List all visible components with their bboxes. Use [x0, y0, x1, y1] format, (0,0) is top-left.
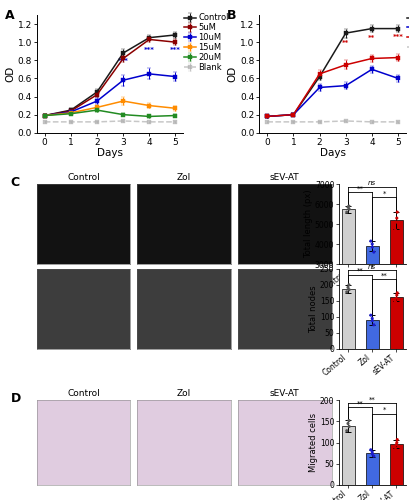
Text: B: B — [227, 9, 236, 22]
Bar — [365, 453, 378, 485]
Point — [368, 450, 375, 458]
Point — [345, 422, 352, 430]
Point — [391, 298, 398, 306]
Text: sEV-AT: sEV-AT — [269, 388, 299, 398]
Bar — [389, 444, 402, 485]
Point — [366, 237, 373, 245]
Point — [345, 286, 352, 294]
Text: C: C — [11, 176, 20, 189]
Point — [366, 311, 373, 319]
Point — [370, 321, 376, 329]
Point — [368, 240, 375, 248]
Text: **: ** — [356, 186, 363, 192]
Y-axis label: Migrated cells: Migrated cells — [309, 413, 318, 472]
Text: Control: Control — [67, 388, 100, 398]
Point — [345, 205, 352, 213]
X-axis label: Days: Days — [319, 148, 345, 158]
Point — [393, 438, 399, 446]
Point — [368, 316, 375, 324]
Bar — [341, 426, 354, 485]
Point — [343, 426, 349, 434]
Text: **: ** — [367, 35, 375, 41]
Point — [393, 291, 399, 299]
Legend: Control, Zol, sEV-AT, Blank: Control, Zol, sEV-AT, Blank — [405, 12, 409, 53]
Text: ns: ns — [367, 264, 375, 270]
Point — [393, 289, 400, 297]
Text: ns: ns — [367, 180, 375, 186]
Point — [344, 284, 351, 292]
Bar — [341, 209, 354, 324]
Point — [345, 202, 351, 210]
Text: *: * — [382, 190, 385, 196]
Point — [391, 226, 398, 234]
Point — [344, 420, 351, 428]
Text: A: A — [4, 9, 14, 22]
Text: ***: *** — [117, 58, 128, 64]
Text: **: ** — [356, 400, 363, 406]
Text: sEV-AT: sEV-AT — [269, 172, 299, 182]
Point — [344, 203, 351, 211]
Point — [391, 444, 398, 452]
Y-axis label: Total nodes: Total nodes — [309, 285, 318, 333]
Text: Zol: Zol — [177, 388, 191, 398]
Point — [368, 243, 375, 251]
Point — [393, 214, 399, 222]
Bar — [341, 288, 354, 349]
Text: **: ** — [380, 272, 387, 278]
Text: Control: Control — [67, 172, 100, 182]
Text: **: ** — [368, 396, 375, 402]
Point — [392, 218, 398, 226]
Bar — [365, 320, 378, 349]
Text: *: * — [382, 407, 385, 413]
Text: **: ** — [341, 40, 348, 46]
Y-axis label: OD: OD — [227, 66, 237, 82]
Point — [345, 416, 351, 424]
Point — [392, 440, 398, 448]
Point — [368, 314, 375, 322]
Point — [370, 452, 376, 460]
Point — [343, 288, 349, 296]
Text: ***: *** — [170, 47, 180, 53]
Y-axis label: OD: OD — [5, 66, 15, 82]
Point — [368, 448, 375, 456]
Point — [393, 436, 400, 444]
Point — [393, 208, 400, 216]
Text: D: D — [11, 392, 21, 404]
Bar — [365, 246, 378, 324]
Point — [392, 294, 398, 302]
Point — [366, 446, 373, 454]
Text: Zol: Zol — [177, 172, 191, 182]
Point — [345, 281, 351, 289]
Text: ***: *** — [144, 47, 154, 53]
Text: ***: *** — [392, 34, 402, 40]
Legend: Control, 5uM, 10uM, 15uM, 20uM, Blank: Control, 5uM, 10uM, 15uM, 20uM, Blank — [183, 12, 229, 72]
Point — [370, 248, 376, 256]
Point — [343, 208, 349, 216]
Y-axis label: Total length (px): Total length (px) — [304, 190, 313, 258]
Text: **: ** — [356, 268, 363, 274]
Bar — [389, 220, 402, 324]
X-axis label: Days: Days — [97, 148, 123, 158]
Bar — [389, 297, 402, 349]
